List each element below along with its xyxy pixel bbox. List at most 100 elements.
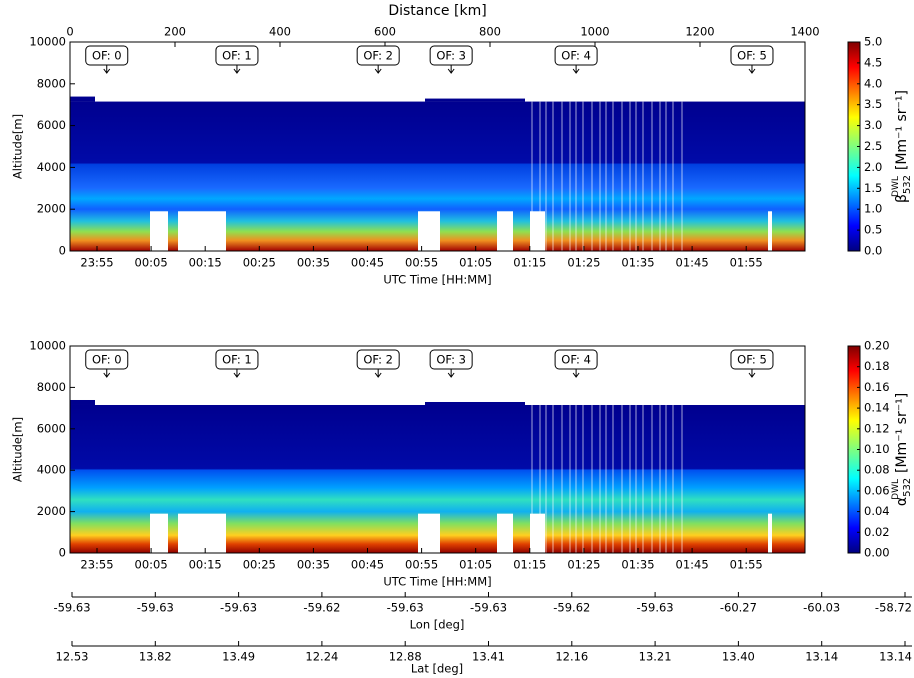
axis-tick-label: -59.63: [137, 601, 174, 615]
axis-label: Lat [deg]: [411, 662, 463, 676]
y-tick-label: 10000: [29, 35, 66, 49]
annotation-label: OF: 3: [436, 49, 466, 63]
y-tick-label: 10000: [29, 339, 66, 353]
plot-frame: [69, 41, 806, 252]
annotation-label: OF: 2: [363, 49, 393, 63]
colorbar-tick-label: 4.5: [864, 55, 882, 69]
x2-tick-label: 200: [164, 25, 186, 39]
axis-tick-label: 12.88: [389, 650, 422, 664]
x-tick-label: 00:35: [297, 256, 330, 270]
x-tick-label: 01:25: [567, 558, 600, 572]
colorbar-tick-label: 3.5: [864, 97, 882, 111]
data-gap: [497, 513, 513, 553]
data-gap: [768, 513, 772, 553]
axis-tick-label: 13.14: [805, 650, 838, 664]
colorbar-tick-label: 0.14: [864, 401, 890, 415]
axis-tick-label: 13.40: [722, 650, 755, 664]
axis-tick-label: -59.63: [53, 601, 90, 615]
y-tick-label: 0: [59, 546, 66, 560]
colorbar-label: α532DWL [Mm⁻¹ sr⁻¹]: [891, 393, 914, 506]
x-tick-label: 00:55: [405, 558, 438, 572]
annotation-arrow: [103, 369, 111, 378]
data-gap: [530, 211, 545, 251]
colorbar-symbol: β: [894, 194, 910, 203]
x-tick-label: 00:15: [189, 256, 222, 270]
colorbar-tick-label: 0.16: [864, 380, 890, 394]
colorbar-tick-label: 0.18: [864, 359, 890, 373]
annotation-label: OF: 0: [92, 49, 122, 63]
x-tick-label: 01:55: [730, 558, 763, 572]
data-gap: [178, 513, 226, 553]
colorbar-symbol: α: [894, 497, 910, 506]
x-axis-label: UTC Time [HH:MM]: [383, 273, 491, 287]
x2-axis-label: Distance [km]: [388, 3, 486, 19]
colorbar-label: β532DWL [Mm⁻¹ sr⁻¹]: [891, 90, 914, 203]
x-tick-label: 00:45: [351, 558, 384, 572]
colorbar-tick-label: 5.0: [864, 35, 882, 49]
y-tick-label: 2000: [37, 504, 66, 518]
colorbar-tick-label: 0.08: [864, 463, 890, 477]
x-tick-label: 00:05: [135, 256, 168, 270]
y-tick-label: 6000: [37, 118, 66, 132]
axis-label: Lon [deg]: [410, 618, 465, 632]
colorbar-units: [Mm⁻¹ sr⁻¹]: [894, 90, 910, 170]
annotation-arrow: [233, 65, 241, 74]
annotation-arrow: [748, 65, 756, 74]
curtain-cap: [425, 401, 525, 405]
x-tick-label: 00:25: [243, 256, 276, 270]
data-gap: [150, 513, 168, 553]
data-gap: [178, 211, 226, 251]
axis-tick-label: -59.63: [220, 601, 257, 615]
y-tick-label: 8000: [37, 76, 66, 90]
colorbar-tick-label: 1.0: [864, 202, 882, 216]
x2-tick-label: 600: [374, 25, 396, 39]
data-gap: [418, 211, 440, 251]
colorbar-tick-label: 0.5: [864, 223, 882, 237]
axis-tick-label: -58.72: [875, 601, 912, 615]
x2-tick-label: 1200: [685, 25, 714, 39]
x-tick-label: 01:35: [621, 256, 654, 270]
colorbar-units: [Mm⁻¹ sr⁻¹]: [894, 393, 910, 473]
x-tick-label: 23:55: [80, 558, 113, 572]
colorbar-tick-label: 0.00: [864, 546, 890, 560]
x2-tick-label: 1400: [790, 25, 819, 39]
axis-tick-label: 13.82: [139, 650, 172, 664]
x-tick-label: 00:05: [135, 558, 168, 572]
x-tick-label: 01:25: [567, 256, 600, 270]
y-tick-label: 6000: [37, 421, 66, 435]
annotation-label: OF: 4: [561, 353, 591, 367]
x-tick-label: 01:15: [513, 558, 546, 572]
annotation-arrow: [374, 369, 382, 378]
axis-tick-label: 13.41: [472, 650, 505, 664]
x2-tick-label: 800: [479, 25, 501, 39]
curtain-cap: [70, 399, 95, 405]
data-gap: [418, 513, 440, 553]
x-tick-label: 01:05: [459, 256, 492, 270]
annotation-arrow: [572, 369, 580, 378]
y-axis-label: Altitude[m]: [11, 417, 25, 482]
x2-tick-label: 0: [66, 25, 73, 39]
annotation-arrow: [447, 369, 455, 378]
annotation-arrow: [748, 369, 756, 378]
axis-tick-label: 13.21: [639, 650, 672, 664]
annotation-label: OF: 0: [92, 353, 122, 367]
x-tick-label: 01:05: [459, 558, 492, 572]
axis-tick-label: 13.14: [879, 650, 912, 664]
y-tick-label: 8000: [37, 380, 66, 394]
y-tick-label: 0: [59, 244, 66, 258]
colorbar-tick-label: 0.20: [864, 339, 890, 353]
colorbar-tick-label: 4.0: [864, 76, 882, 90]
annotation-label: OF: 5: [737, 353, 767, 367]
colorbar-tick-label: 2.5: [864, 139, 882, 153]
x-tick-label: 01:55: [730, 256, 763, 270]
x-tick-label: 01:45: [676, 256, 709, 270]
annotation-label: OF: 1: [222, 353, 252, 367]
axis-tick-label: 12.24: [305, 650, 338, 664]
x-tick-label: 01:15: [513, 256, 546, 270]
axis-tick-label: -59.63: [470, 601, 507, 615]
x-tick-label: 01:35: [621, 558, 654, 572]
annotation-label: OF: 4: [561, 49, 591, 63]
axis-tick-label: -59.63: [637, 601, 674, 615]
x-tick-label: 00:35: [297, 558, 330, 572]
